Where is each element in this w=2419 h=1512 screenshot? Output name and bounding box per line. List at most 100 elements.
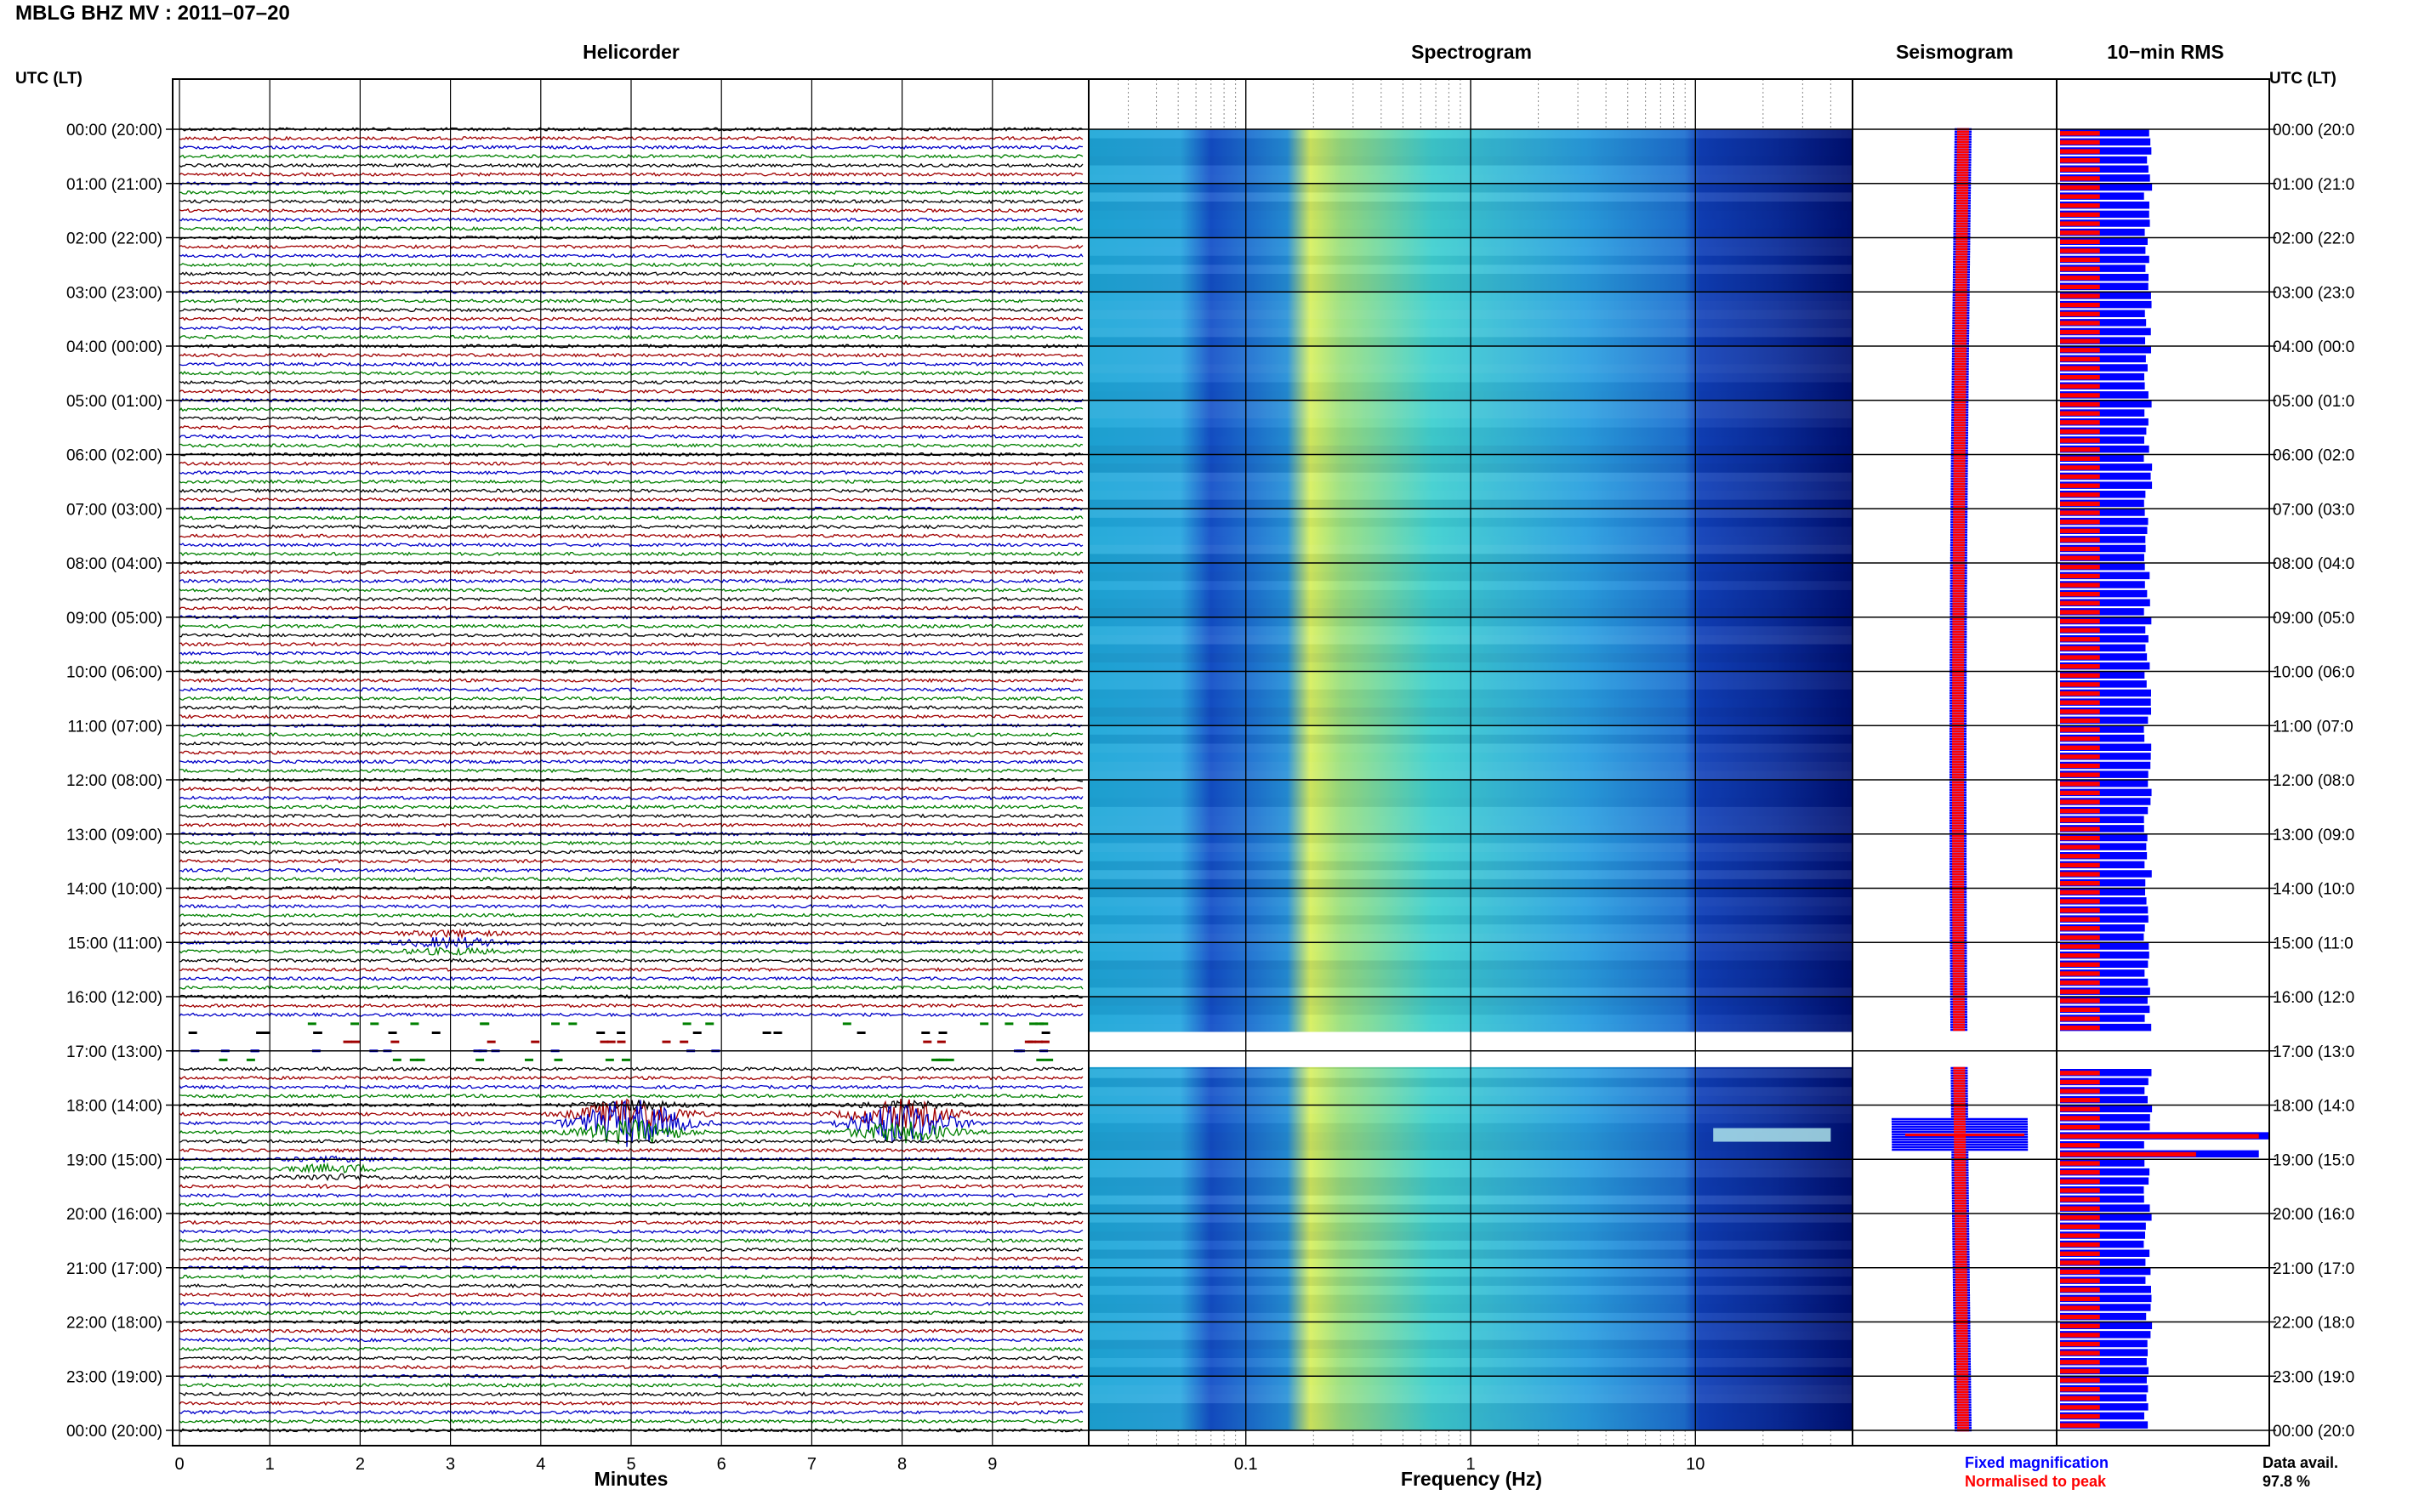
- y-tick-label-left: 19:00 (15:00): [66, 1151, 162, 1169]
- rms-normalised-bar: [2060, 266, 2100, 271]
- rms-normalised-bar: [2060, 176, 2100, 181]
- rms-normalised-bar: [2060, 1233, 2100, 1238]
- rms-fixed-bar: [2060, 978, 2149, 986]
- rms-normalised-bar: [2060, 1251, 2100, 1256]
- rms-normalised-bar: [2060, 1026, 2100, 1031]
- rms-fixed-bar: [2060, 509, 2145, 516]
- rms-fixed-bar: [2060, 219, 2150, 227]
- helicorder-x-tick: 5: [626, 1455, 635, 1474]
- rms-normalised-bar: [2060, 230, 2100, 236]
- y-tick-label-left: 00:00 (20:00): [66, 1423, 162, 1441]
- rms-normalised-bar: [2060, 520, 2100, 525]
- rms-fixed-bar: [2060, 1322, 2153, 1329]
- rms-fixed-bar: [2060, 274, 2149, 281]
- rms-fixed-bar: [2060, 843, 2147, 850]
- rms-fixed-bar: [2060, 1023, 2152, 1032]
- rms-normalised-bar: [2060, 809, 2100, 814]
- rms-normalised-bar: [2060, 321, 2100, 326]
- rms-normalised-bar: [2060, 583, 2100, 588]
- rms-fixed-bar: [2060, 1168, 2150, 1176]
- y-tick-label-left: 18:00 (14:00): [66, 1098, 162, 1116]
- rms-normalised-bar: [2060, 854, 2100, 859]
- rms-fixed-bar: [2060, 897, 2147, 905]
- spectrogram-x-tick: 10: [1686, 1455, 1705, 1474]
- rms-normalised-bar: [2060, 1333, 2100, 1338]
- helicorder-x-tick: 4: [536, 1455, 545, 1474]
- rms-fixed-bar: [2060, 418, 2149, 426]
- y-tick-label-right: 21:00 (17:0: [2273, 1260, 2354, 1278]
- rms-normalised-bar: [2060, 1116, 2100, 1121]
- y-tick-label-left: 02:00 (22:00): [66, 230, 162, 248]
- rms-fixed-bar: [2060, 192, 2144, 200]
- rms-normalised-bar: [2060, 718, 2100, 724]
- rms-normalised-bar: [2060, 1315, 2100, 1320]
- rms-fixed-bar: [2060, 734, 2145, 742]
- y-tick-label-right: 13:00 (09:0: [2273, 827, 2354, 844]
- rms-normalised-bar: [2060, 935, 2100, 941]
- spectrogram-title: Spectrogram: [1411, 41, 1532, 63]
- y-tick-label-right: 01:00 (21:0: [2273, 176, 2354, 194]
- rms-fixed-bar: [2060, 1339, 2148, 1348]
- rms-normalised-bar: [2060, 167, 2100, 172]
- rms-normalised-bar: [2060, 645, 2100, 651]
- rms-normalised-bar: [2060, 727, 2100, 732]
- rms-fixed-bar: [2060, 725, 2144, 733]
- rms-normalised-bar: [2060, 1098, 2100, 1103]
- rms-fixed-bar: [2060, 1376, 2147, 1384]
- rms-fixed-bar: [2060, 698, 2151, 706]
- rms-fixed-bar: [2060, 400, 2152, 408]
- rms-fixed-bar: [2060, 716, 2149, 725]
- rms-normalised-bar: [2060, 528, 2100, 533]
- rms-fixed-bar: [2060, 183, 2153, 191]
- rms-fixed-bar: [2060, 1259, 2146, 1266]
- rms-fixed-bar: [2060, 1141, 2144, 1149]
- rms-fixed-bar: [2060, 544, 2146, 553]
- rms-normalised-bar: [2060, 673, 2100, 678]
- rms-normalised-bar: [2060, 600, 2100, 605]
- rms-fixed-bar: [2060, 581, 2145, 588]
- y-tick-label-left: 10:00 (06:00): [66, 664, 162, 682]
- rms-normalised-bar: [2060, 185, 2100, 190]
- rms-fixed-bar: [2060, 526, 2148, 534]
- rms-fixed-bar: [2060, 481, 2153, 489]
- y-tick-label-right: 12:00 (08:0: [2273, 772, 2354, 790]
- rms-fixed-bar: [2060, 156, 2148, 164]
- rms-normalised-bar: [2060, 881, 2100, 886]
- rms-fixed-bar: [2060, 174, 2150, 182]
- rms-normalised-bar: [2060, 483, 2100, 488]
- rms-normalised-bar: [2060, 1387, 2100, 1392]
- rms-normalised-bar: [2060, 311, 2100, 316]
- rms-normalised-bar: [2060, 1007, 2100, 1013]
- rms-fixed-bar: [2060, 454, 2144, 462]
- left-axis-header: UTC (LT): [15, 70, 83, 88]
- rms-normalised-bar: [2060, 348, 2100, 353]
- rms-fixed-bar: [2060, 1267, 2151, 1276]
- rms-fixed-bar: [2060, 237, 2148, 245]
- rms-normalised-bar: [2060, 691, 2100, 696]
- rms-fixed-bar: [2060, 1240, 2144, 1248]
- rms-normalised-bar: [2060, 1170, 2100, 1175]
- rms-fixed-bar: [2060, 491, 2146, 498]
- y-tick-label-left: 08:00 (04:00): [66, 555, 162, 573]
- rms-fixed-bar: [2060, 924, 2145, 932]
- rms-normalised-bar: [2060, 1206, 2100, 1211]
- rms-fixed-bar: [2060, 1214, 2152, 1221]
- y-tick-label-right: 14:00 (10:0: [2273, 881, 2354, 899]
- rms-fixed-bar: [2060, 1403, 2149, 1411]
- helicorder-x-label: Minutes: [594, 1468, 669, 1490]
- rms-fixed-bar: [2060, 671, 2145, 679]
- rms-normalised-bar: [2060, 1423, 2100, 1428]
- rms-fixed-bar: [2060, 788, 2152, 797]
- y-tick-label-left: 14:00 (10:00): [66, 881, 162, 899]
- rms-fixed-bar: [2060, 1412, 2144, 1420]
- rms-normalised-bar: [2060, 420, 2100, 425]
- rms-normalised-bar: [2060, 637, 2100, 642]
- rms-normalised-bar: [2060, 293, 2100, 298]
- rms-normalised-bar: [2060, 131, 2100, 136]
- rms-normalised-bar: [2060, 510, 2100, 515]
- rms-normalised-bar: [2060, 736, 2100, 742]
- rms-fixed-bar: [2060, 210, 2149, 219]
- rms-normalised-bar: [2060, 989, 2100, 994]
- rms-fixed-bar: [2060, 165, 2149, 173]
- rms-fixed-bar: [2060, 1394, 2147, 1401]
